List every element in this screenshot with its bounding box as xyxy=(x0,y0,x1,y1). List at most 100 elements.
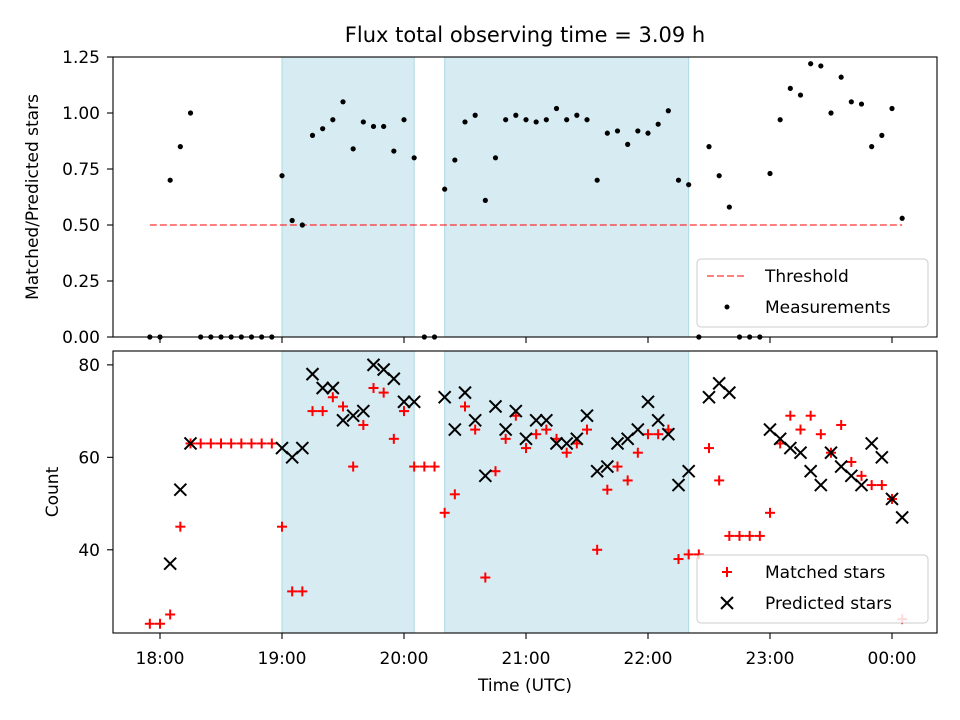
measurement-point xyxy=(889,105,895,112)
measurement-point xyxy=(818,63,824,69)
x-tick-label: 22:00 xyxy=(624,649,673,669)
measurement-point xyxy=(848,99,854,105)
predicted-star-marker xyxy=(468,413,482,428)
predicted-star-marker xyxy=(631,422,645,437)
measurement-point xyxy=(442,186,448,192)
count-y-axis-label: Count xyxy=(43,466,63,517)
measurement-point xyxy=(482,197,488,203)
predicted-star-marker xyxy=(824,445,838,460)
predicted-star-marker xyxy=(356,404,371,418)
predicted-star-marker xyxy=(326,381,340,395)
matched-star-marker xyxy=(724,530,735,541)
predicted-star-marker xyxy=(458,385,472,400)
measurement-point xyxy=(838,74,844,80)
ratio-legend: Threshold Measurements xyxy=(696,258,929,328)
measurement-point xyxy=(564,117,570,123)
matched-star-marker xyxy=(815,429,826,440)
matched-star-marker xyxy=(541,424,552,435)
matched-star-marker xyxy=(866,480,877,491)
measurements-legend-swatch xyxy=(724,304,730,310)
predicted-star-marker xyxy=(793,445,808,460)
matched-star-marker xyxy=(673,554,684,565)
ratio-y-axis: 0.00 0.25 0.50 0.75 1.00 1.25 xyxy=(62,48,113,348)
measurement-point xyxy=(645,130,651,136)
measurement-point xyxy=(797,92,804,98)
ratio-y-axis-label: Matched/Predicted stars xyxy=(23,94,43,300)
shaded-band xyxy=(444,350,690,634)
matched-star-marker xyxy=(399,406,409,417)
measurement-point xyxy=(777,117,783,123)
predicted-star-marker xyxy=(895,510,909,525)
measurement-point xyxy=(360,119,366,125)
measurement-point xyxy=(574,112,580,118)
matched-star-marker xyxy=(846,456,857,467)
predicted-star-marker xyxy=(315,381,330,395)
predicted-star-marker xyxy=(346,409,360,423)
measurements-legend-label: Measurements xyxy=(765,298,891,318)
x-axis-label: Time (UTC) xyxy=(477,676,572,696)
measurement-point xyxy=(787,85,793,91)
predicted-star-marker xyxy=(610,436,625,451)
count-panel: 18:00 19:00 20:00 21:00 22:00 23:00 00:00 40 60… xyxy=(43,350,938,696)
matched-star-marker xyxy=(795,424,806,435)
predicted-star-marker xyxy=(397,395,411,409)
y-tick-label: 60 xyxy=(78,448,100,468)
measurement-point xyxy=(523,117,529,123)
matched-star-marker xyxy=(714,475,725,486)
count-plot-frame xyxy=(112,350,938,634)
matched-star-marker xyxy=(338,401,348,412)
predicted-star-marker xyxy=(509,404,523,418)
matched-star-marker xyxy=(490,466,501,477)
measurement-point xyxy=(879,132,885,138)
x-tick-label: 19:00 xyxy=(258,649,307,669)
measurement-point xyxy=(604,130,610,136)
predicted-star-marker xyxy=(580,409,594,423)
measurement-point xyxy=(330,117,336,123)
measurement-point xyxy=(655,121,661,127)
measurement-point xyxy=(533,119,539,125)
predicted-star-marker xyxy=(722,385,737,400)
x-tick-label: 21:00 xyxy=(502,649,551,669)
predicted-stars-markers xyxy=(163,358,909,571)
matched-star-marker xyxy=(358,419,369,430)
measurement-point xyxy=(279,173,285,179)
matched-star-marker xyxy=(165,609,176,620)
matched-star-marker xyxy=(368,382,379,393)
predicted-star-marker xyxy=(641,395,655,409)
matched-star-marker xyxy=(704,443,714,454)
predicted-legend-swatch xyxy=(720,596,734,610)
measurement-point xyxy=(401,117,407,123)
predicted-star-marker xyxy=(549,436,564,451)
predicted-star-marker xyxy=(407,395,421,409)
matched-star-marker xyxy=(348,461,359,472)
measurement-point xyxy=(665,108,671,114)
matched-star-marker xyxy=(317,406,328,417)
measurement-point xyxy=(828,110,834,116)
measurement-point xyxy=(452,157,458,163)
x-tick-label: 00:00 xyxy=(868,649,917,669)
matched-star-marker xyxy=(805,410,816,421)
measurement-point xyxy=(513,112,519,118)
measurement-point xyxy=(492,155,499,161)
matched-star-marker xyxy=(683,549,694,560)
shaded-bands xyxy=(281,56,690,338)
matched-star-marker xyxy=(470,424,481,435)
predicted-star-marker xyxy=(600,459,615,474)
matched-star-marker xyxy=(287,586,298,597)
ratio-legend-box xyxy=(696,258,929,328)
predicted-star-marker xyxy=(814,478,828,492)
measurement-point xyxy=(381,123,387,130)
matched-star-marker xyxy=(460,401,470,412)
measurement-point xyxy=(167,177,173,183)
y-tick-label: 80 xyxy=(78,356,100,376)
matched-star-marker xyxy=(480,572,491,583)
shaded-band xyxy=(281,350,415,634)
matched-star-marker xyxy=(521,443,531,454)
predicted-star-marker xyxy=(173,482,188,497)
matched-star-marker xyxy=(876,480,887,491)
matched-star-marker xyxy=(226,438,237,449)
shaded-band xyxy=(281,56,415,338)
predicted-star-marker xyxy=(651,413,665,428)
matched-star-marker xyxy=(561,447,572,458)
matched-star-marker xyxy=(429,461,440,472)
